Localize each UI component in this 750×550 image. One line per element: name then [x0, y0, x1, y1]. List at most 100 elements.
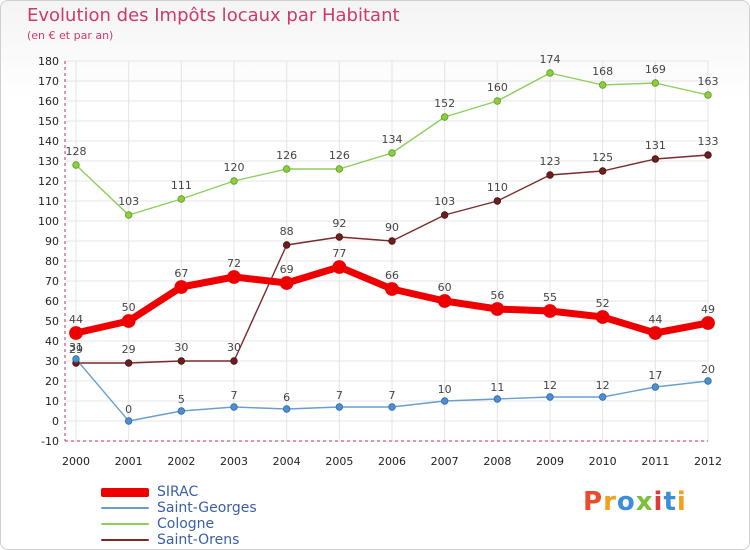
data-label: 12 [543, 379, 557, 392]
y-tick-label: 160 [38, 95, 59, 108]
data-label: 125 [592, 151, 613, 164]
data-point [335, 233, 344, 241]
data-label: 17 [648, 369, 662, 382]
data-point [546, 393, 554, 401]
data-label: 7 [389, 389, 396, 402]
data-point [282, 165, 291, 173]
data-point [124, 417, 133, 425]
logo-letter: x [635, 487, 654, 517]
x-tick-label: 2011 [641, 455, 669, 468]
x-tick-label: 2009 [536, 455, 564, 468]
legend-label-saint-georges: Saint-Georges [157, 500, 257, 516]
data-point [546, 171, 554, 179]
chart-title: Evolution des Impôts locaux par Habitant [27, 5, 400, 26]
y-tick-label: 70 [45, 275, 59, 288]
data-label: 31 [69, 341, 83, 354]
data-label: 168 [592, 65, 613, 78]
data-label: 11 [490, 381, 504, 394]
data-label: 29 [122, 343, 136, 356]
data-point [177, 407, 186, 415]
data-label: 88 [280, 225, 294, 238]
y-tick-label: 40 [45, 335, 59, 348]
y-tick-label: 0 [52, 415, 59, 428]
x-tick-label: 2008 [483, 455, 511, 468]
x-tick-label: 2002 [167, 455, 195, 468]
data-point [124, 211, 133, 219]
data-label: 20 [701, 363, 715, 376]
x-tick-label: 2001 [115, 455, 143, 468]
legend-item-cologne: Cologne [101, 516, 257, 532]
data-label: 90 [385, 221, 399, 234]
legend-item-sirac: SIRAC [101, 484, 257, 500]
legend-label-saint-orens: Saint-Orens [157, 532, 240, 548]
data-point [704, 377, 712, 385]
data-label: 30 [174, 341, 188, 354]
data-label: 52 [596, 297, 610, 310]
legend: SIRAC Saint-Georges Cologne Saint-Orens [101, 484, 257, 548]
y-tick-label: 30 [45, 355, 59, 368]
data-label: 110 [487, 181, 508, 194]
data-label: 29 [69, 343, 83, 356]
data-label: 123 [540, 155, 561, 168]
data-point [651, 79, 660, 87]
x-tick-label: 2003 [220, 455, 248, 468]
y-tick-label: 150 [38, 115, 59, 128]
legend-item-saint-orens: Saint-Orens [101, 532, 257, 548]
data-point [279, 276, 294, 290]
data-label: 7 [336, 389, 343, 402]
data-label: 10 [438, 383, 452, 396]
data-label: 160 [487, 81, 508, 94]
data-point [388, 237, 396, 245]
data-label: 66 [385, 269, 399, 282]
data-point [174, 280, 189, 294]
data-label: 126 [329, 149, 350, 162]
data-label: 69 [280, 263, 294, 276]
data-label: 163 [698, 75, 719, 88]
data-point [651, 155, 660, 163]
logo-letter: i [653, 487, 664, 517]
data-point [230, 177, 238, 185]
data-point [595, 310, 610, 324]
legend-label-sirac: SIRAC [157, 484, 199, 500]
legend-item-saint-georges: Saint-Georges [101, 500, 257, 516]
y-tick-label: 90 [45, 235, 59, 248]
legend-swatch-sirac [101, 487, 149, 497]
x-tick-label: 2010 [589, 455, 617, 468]
data-label: 126 [276, 149, 297, 162]
x-tick-label: 2000 [62, 455, 90, 468]
data-label: 44 [69, 313, 83, 326]
data-label: 103 [434, 195, 455, 208]
data-point [230, 403, 238, 411]
data-point [493, 395, 502, 403]
data-point [230, 357, 238, 365]
data-point [490, 302, 505, 316]
logo-letter: i [676, 487, 687, 517]
y-tick-label: 60 [45, 295, 59, 308]
data-label: 49 [701, 303, 715, 316]
data-point [440, 397, 449, 405]
data-point [440, 113, 449, 121]
y-tick-label: -10 [41, 435, 59, 448]
y-tick-label: 120 [38, 175, 59, 188]
data-point [704, 151, 712, 159]
data-point [546, 69, 554, 77]
data-point [177, 195, 186, 203]
data-label: 133 [698, 135, 719, 148]
data-label: 77 [332, 247, 346, 260]
data-point [598, 393, 607, 401]
data-label: 169 [645, 63, 666, 76]
y-tick-label: 20 [45, 375, 59, 388]
data-point [335, 403, 344, 411]
data-label: 55 [543, 291, 557, 304]
y-tick-label: 180 [38, 55, 59, 68]
data-point [124, 359, 133, 367]
data-point [227, 270, 241, 284]
data-label: 103 [118, 195, 139, 208]
data-label: 72 [227, 257, 241, 270]
data-point [335, 165, 344, 173]
data-label: 0 [125, 403, 132, 416]
data-label: 120 [224, 161, 245, 174]
data-label: 131 [645, 139, 666, 152]
data-point [72, 161, 80, 169]
data-point [704, 91, 712, 99]
